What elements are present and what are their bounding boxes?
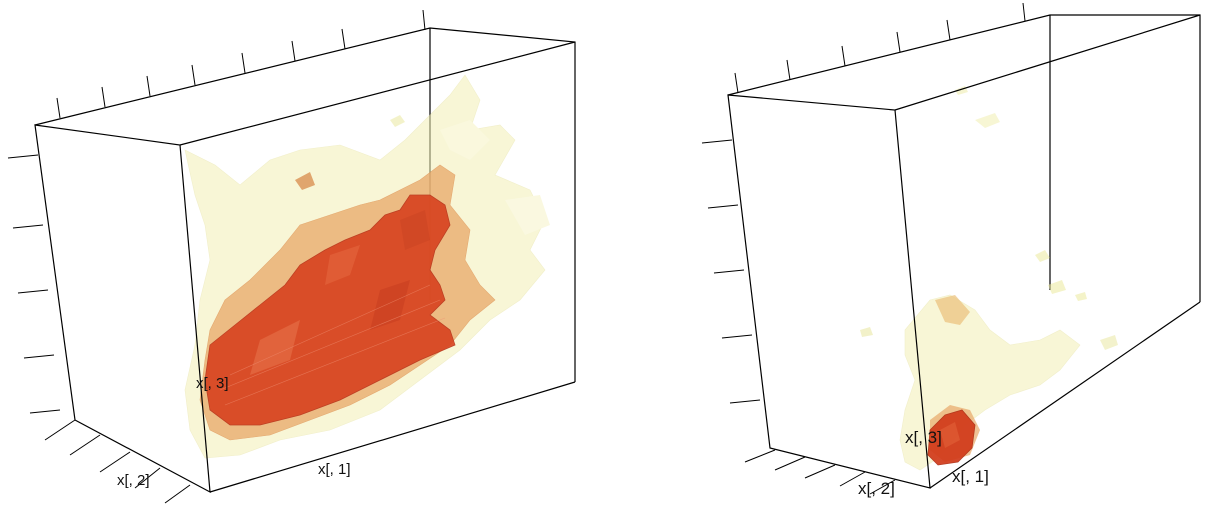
left-ticks-bottom <box>44 419 191 504</box>
right-x2-axis-label: x[, 2] <box>858 479 895 498</box>
right-x3-axis-label: x[, 3] <box>905 428 942 447</box>
right-ticks-bottom <box>744 449 896 495</box>
left-ticks-top <box>56 9 426 119</box>
right-x1-axis-label: x[, 1] <box>952 467 989 486</box>
left-panel: x[, 1] x[, 2] x[, 3] <box>7 9 576 504</box>
left-x1-axis-label: x[, 1] <box>318 461 351 478</box>
left-x2-axis-label: x[, 2] <box>117 472 150 489</box>
left-contour-inner <box>204 194 456 426</box>
left-ticks-left <box>7 154 61 414</box>
right-contour-inner <box>927 409 976 466</box>
left-box-front <box>34 41 576 494</box>
left-x3-axis-label: x[, 3] <box>196 375 229 392</box>
right-box-front <box>727 14 1201 489</box>
right-box-back <box>727 14 1201 302</box>
right-ticks-left <box>701 139 761 404</box>
right-panel: x[, 1] x[, 2] x[, 3] <box>701 2 1201 498</box>
right-ticks-top <box>734 2 1026 94</box>
